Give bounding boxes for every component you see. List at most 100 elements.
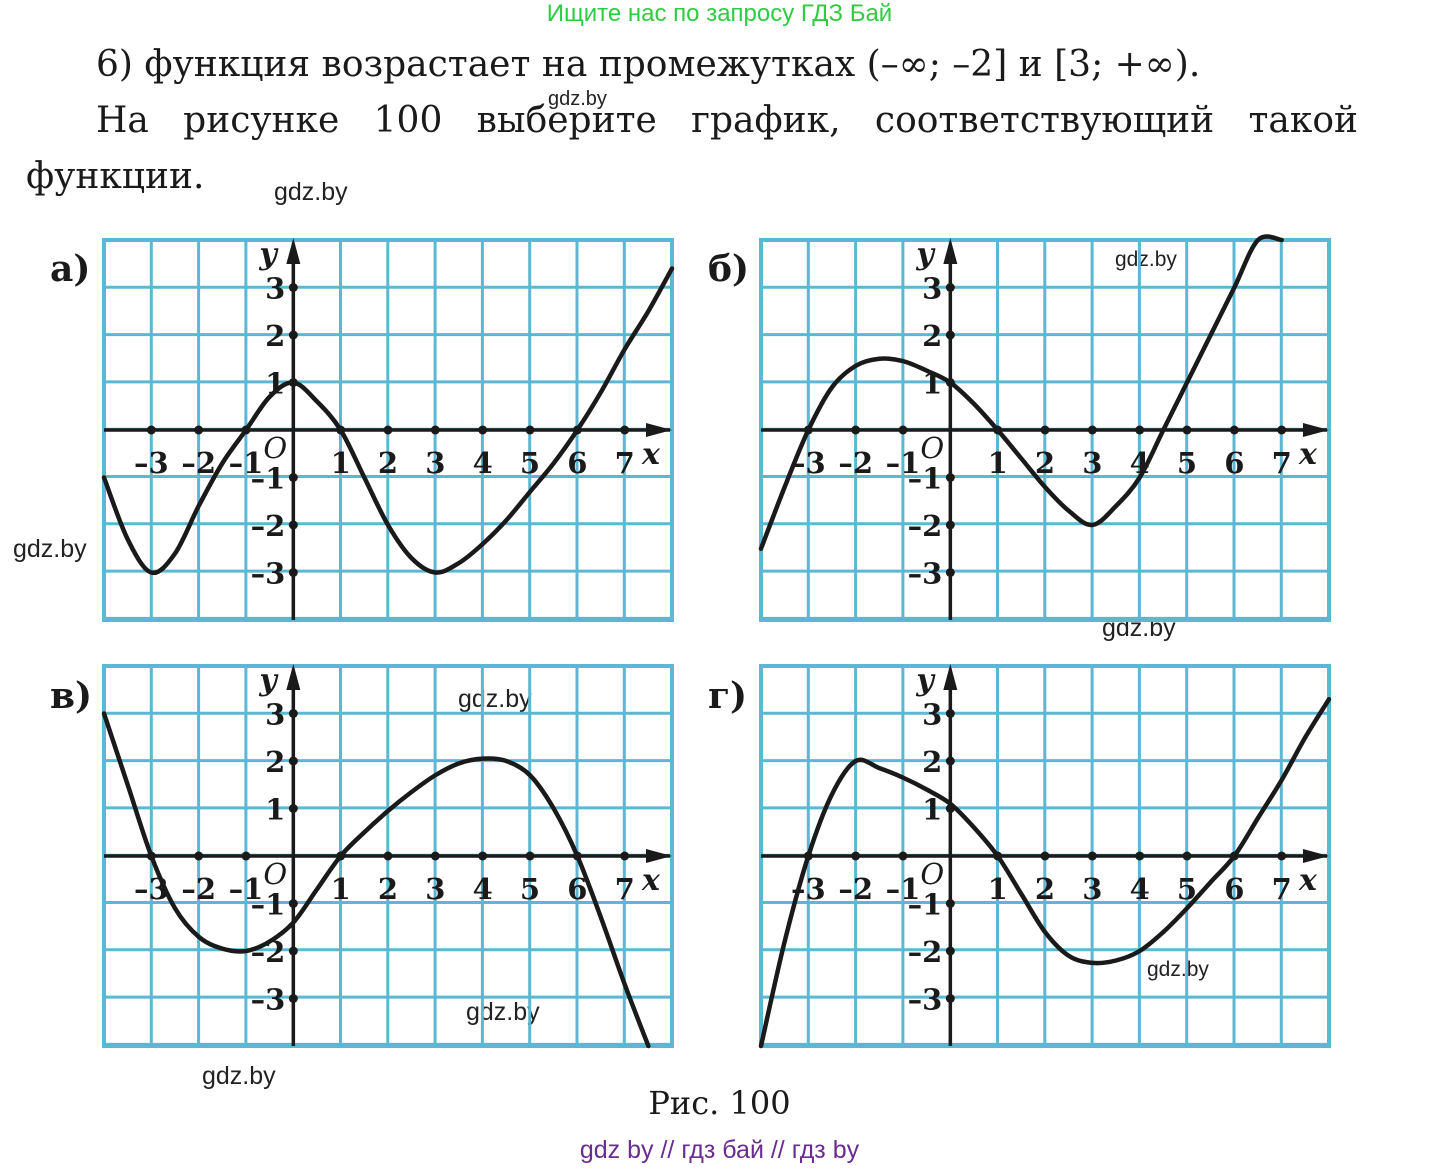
x-tick-dot bbox=[851, 425, 861, 435]
y-tick-label: –1 bbox=[908, 888, 943, 922]
y-tick-label: –2 bbox=[251, 509, 286, 543]
x-tick-dot bbox=[1182, 425, 1192, 435]
y-tick-dot bbox=[288, 568, 298, 577]
figure-caption: Рис. 100 bbox=[648, 1084, 791, 1122]
y-tick-label: 3 bbox=[265, 272, 285, 306]
y-tick-label: 2 bbox=[265, 745, 285, 779]
x-axis-label: x bbox=[641, 437, 661, 472]
x-tick-dot bbox=[146, 425, 156, 435]
y-tick-dot bbox=[288, 520, 298, 530]
watermark: gdz.by bbox=[13, 535, 87, 563]
y-tick-label: –3 bbox=[251, 983, 286, 1017]
x-tick-dot bbox=[620, 851, 630, 861]
x-tick-label: –2 bbox=[181, 872, 216, 906]
x-tick-label: 1 bbox=[988, 872, 1008, 906]
x-tick-label: 7 bbox=[615, 446, 635, 480]
x-tick-dot bbox=[1182, 851, 1192, 861]
x-tick-dot bbox=[241, 851, 251, 861]
x-tick-label: 4 bbox=[473, 872, 493, 906]
y-tick-label: –1 bbox=[251, 888, 286, 922]
x-tick-label: 7 bbox=[1272, 446, 1292, 480]
x-tick-dot bbox=[1277, 425, 1287, 435]
panel-label-a: а) bbox=[50, 248, 91, 290]
x-tick-label: 1 bbox=[988, 446, 1008, 480]
x-tick-dot bbox=[1277, 851, 1287, 861]
x-tick-label: 6 bbox=[567, 872, 587, 906]
y-tick-label: 1 bbox=[922, 793, 942, 827]
x-tick-dot bbox=[478, 851, 488, 861]
x-tick-label: 2 bbox=[378, 446, 398, 480]
y-tick-dot bbox=[288, 804, 298, 813]
x-tick-dot bbox=[1087, 425, 1097, 435]
x-tick-label: 5 bbox=[1177, 872, 1197, 906]
x-tick-dot bbox=[430, 851, 440, 861]
x-tick-label: 1 bbox=[331, 872, 351, 906]
x-tick-label: 4 bbox=[473, 446, 493, 480]
y-tick-label: 2 bbox=[922, 319, 942, 353]
x-tick-label: 2 bbox=[1035, 872, 1055, 906]
x-tick-dot bbox=[1135, 425, 1145, 435]
x-tick-dot bbox=[851, 851, 861, 861]
x-tick-label: 7 bbox=[615, 872, 635, 906]
footer-links[interactable]: gdz by // гдз бай // гдз by bbox=[579, 1136, 860, 1164]
x-tick-label: 7 bbox=[1272, 872, 1292, 906]
x-axis-arrow bbox=[1303, 849, 1329, 863]
x-tick-dot bbox=[898, 425, 908, 435]
x-tick-dot bbox=[525, 851, 535, 861]
y-tick-dot bbox=[288, 899, 298, 908]
y-tick-label: –2 bbox=[908, 935, 943, 969]
y-tick-dot bbox=[288, 330, 298, 340]
x-tick-label: 2 bbox=[1035, 446, 1055, 480]
function-curve bbox=[101, 266, 675, 576]
y-axis-label: y bbox=[915, 663, 936, 698]
function-curve bbox=[758, 697, 1332, 1049]
y-axis-label: y bbox=[915, 237, 936, 272]
origin-label: O bbox=[263, 857, 287, 891]
x-tick-label: –2 bbox=[838, 872, 873, 906]
watermark: gdz.by bbox=[1115, 248, 1177, 271]
origin-label: O bbox=[263, 431, 287, 465]
watermark: gdz.by bbox=[548, 88, 607, 110]
y-tick-label: –3 bbox=[251, 557, 286, 591]
x-tick-label: –1 bbox=[886, 446, 921, 480]
y-tick-dot bbox=[288, 709, 298, 718]
y-tick-label: 3 bbox=[265, 698, 285, 732]
y-axis-label: y bbox=[258, 237, 279, 272]
top-banner[interactable]: Ищите нас по запросу ГДЗ Бай bbox=[546, 0, 893, 27]
y-axis-arrow bbox=[943, 238, 958, 264]
x-tick-dot bbox=[478, 425, 488, 435]
x-tick-label: 3 bbox=[1082, 872, 1102, 906]
x-tick-label: 6 bbox=[567, 446, 587, 480]
y-tick-dot bbox=[288, 994, 298, 1003]
x-tick-label: –1 bbox=[229, 446, 264, 480]
y-tick-dot bbox=[288, 473, 298, 482]
function-curve bbox=[758, 234, 1284, 551]
y-tick-dot bbox=[945, 709, 955, 718]
x-tick-dot bbox=[1229, 425, 1239, 435]
x-tick-dot bbox=[620, 425, 630, 435]
origin-label: O bbox=[920, 857, 944, 891]
x-tick-label: 3 bbox=[1082, 446, 1102, 480]
watermark: gdz.by bbox=[458, 685, 532, 713]
watermark: gdz.by bbox=[274, 178, 348, 206]
y-tick-label: –3 bbox=[908, 983, 943, 1017]
x-tick-label: 4 bbox=[1130, 872, 1150, 906]
y-tick-label: –3 bbox=[908, 557, 943, 591]
y-tick-dot bbox=[945, 994, 955, 1003]
x-tick-label: 3 bbox=[425, 872, 445, 906]
y-axis-arrow bbox=[286, 664, 301, 690]
y-tick-dot bbox=[945, 946, 955, 956]
x-tick-label: 6 bbox=[1224, 872, 1244, 906]
x-tick-label: 5 bbox=[1177, 446, 1197, 480]
y-axis-label: y bbox=[258, 663, 279, 698]
y-tick-label: –2 bbox=[908, 509, 943, 543]
x-axis-arrow bbox=[1303, 423, 1329, 437]
x-tick-label: –1 bbox=[229, 872, 264, 906]
x-axis-label: x bbox=[641, 863, 661, 898]
function-curve bbox=[101, 711, 651, 1049]
x-tick-dot bbox=[525, 425, 535, 435]
x-tick-dot bbox=[1040, 851, 1050, 861]
origin-label: O bbox=[920, 431, 944, 465]
y-tick-dot bbox=[945, 330, 955, 340]
